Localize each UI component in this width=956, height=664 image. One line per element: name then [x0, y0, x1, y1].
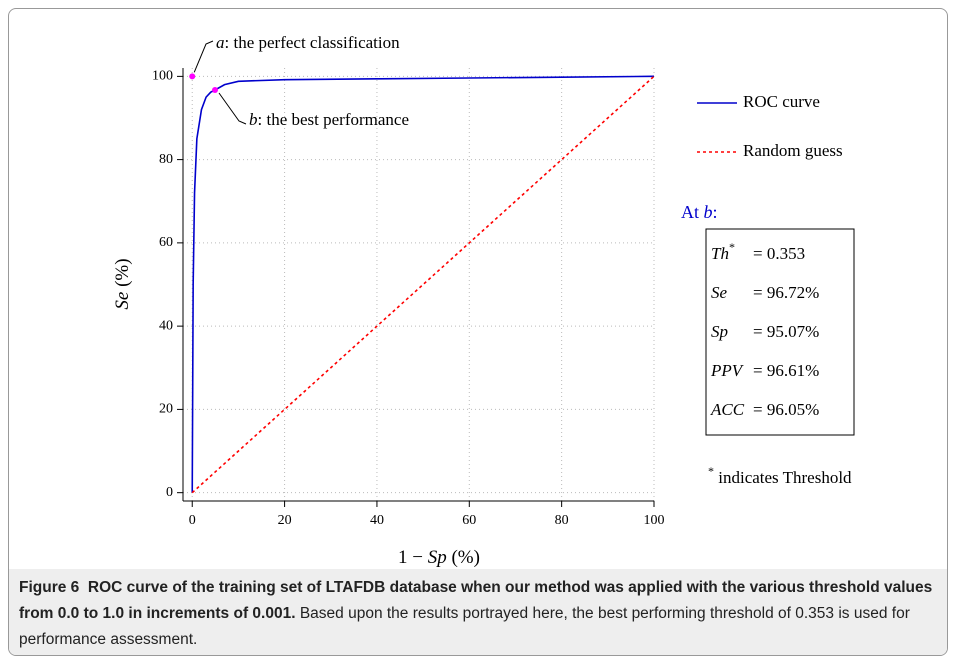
- footnote-sup: *: [708, 464, 714, 478]
- footnote-text: indicates Threshold: [714, 468, 852, 487]
- point: [212, 86, 219, 93]
- annotation-text: : the perfect classification: [225, 33, 401, 52]
- x-label-var: Sp: [428, 547, 447, 568]
- footnote: * indicates Threshold: [708, 464, 852, 487]
- stat-value: = 96.05%: [753, 400, 819, 419]
- annotation: a: the perfect classification: [216, 33, 400, 52]
- figure: 1 − Sp (%) Se (%) At b: * indicates Thre…: [8, 8, 948, 656]
- y-tick-label: 80: [159, 152, 173, 167]
- stat-value: = 0.353: [753, 244, 805, 263]
- x-axis-label: 1 − Sp (%): [398, 547, 480, 568]
- point: [189, 73, 196, 80]
- y-tick-label: 20: [159, 402, 173, 417]
- x-tick-label: 20: [278, 513, 292, 528]
- caption-label: Figure 6: [19, 579, 80, 596]
- x-tick-label: 60: [462, 513, 476, 528]
- stat-name-text: ACC: [710, 400, 745, 419]
- line-series: [191, 75, 655, 494]
- y-tick-label: 0: [166, 485, 173, 500]
- stats-box: [705, 228, 855, 436]
- stat-value: = 95.07%: [753, 322, 819, 341]
- y-tick-label: 60: [159, 235, 173, 250]
- stat-name-text: Se: [711, 283, 728, 302]
- stats-heading-letter: b: [704, 202, 713, 222]
- caption: Figure 6 ROC curve of the training set o…: [9, 569, 947, 655]
- stat-value: = 96.61%: [753, 361, 819, 380]
- caption-text: Based upon the results portrayed here, t…: [19, 605, 910, 648]
- caption-title-text: ROC curve of the training set of LTAFDB …: [19, 579, 933, 622]
- stat-name: PPV: [710, 361, 745, 380]
- x-label-part: 1 −: [398, 547, 428, 568]
- annotation: b: the best performance: [249, 110, 409, 129]
- annotation-leader: [193, 40, 214, 73]
- stat-value: = 96.72%: [753, 283, 819, 302]
- y-label-part: (%): [112, 258, 133, 291]
- caption-title: Figure 6 ROC curve of the training set o…: [19, 579, 932, 622]
- y-tick-label: 40: [159, 318, 173, 333]
- x-tick-label: 100: [644, 513, 665, 528]
- stat-name-text: Sp: [711, 322, 728, 341]
- annotation-text: : the best performance: [258, 110, 410, 129]
- legend-label: ROC curve: [743, 92, 820, 111]
- x-label-part: (%): [447, 547, 480, 568]
- x-tick-label: 80: [555, 513, 569, 528]
- y-tick-label: 100: [152, 69, 173, 84]
- annotation-letter: a: [216, 33, 225, 52]
- annotation-leader: [218, 92, 247, 125]
- stat-name-text: Th: [711, 244, 729, 263]
- stat-name: Sp: [711, 322, 728, 341]
- stats-heading-part: At: [681, 202, 704, 222]
- annotation-letter: b: [249, 110, 258, 129]
- stat-name-text: PPV: [710, 361, 745, 380]
- chart: 1 − Sp (%) Se (%) At b: * indicates Thre…: [112, 33, 855, 568]
- stat-name: Se: [711, 283, 728, 302]
- y-axis-label: Se (%): [112, 258, 133, 309]
- y-label-var: Se: [112, 292, 133, 310]
- stats-heading: At b:: [681, 202, 718, 222]
- x-tick-label: 0: [189, 513, 196, 528]
- stat-name: Th*: [711, 240, 735, 263]
- stats-heading-part: :: [713, 202, 718, 222]
- stat-sup: *: [729, 240, 735, 254]
- x-tick-label: 40: [370, 513, 384, 528]
- stat-name: ACC: [710, 400, 745, 419]
- legend-label: Random guess: [743, 141, 843, 160]
